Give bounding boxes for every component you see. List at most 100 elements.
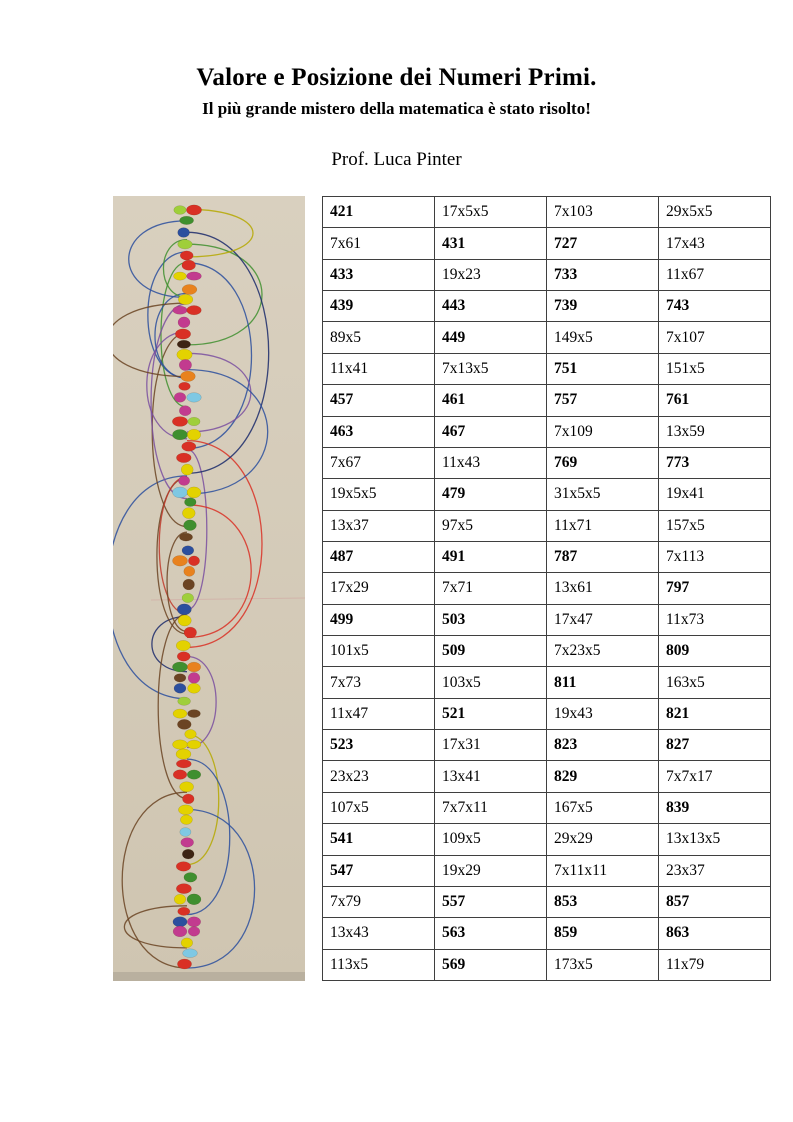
author-line: Prof. Luca Pinter [331, 149, 462, 170]
table-cell: 163x5 [658, 666, 771, 699]
table-cell: 19x41 [658, 478, 771, 511]
table-cell: 797 [658, 572, 771, 605]
table-cell: 23x37 [658, 854, 771, 887]
table-cell: 107x5 [322, 791, 435, 825]
table-cell: 503 [434, 603, 547, 637]
table-row: 11x41 7x13x5 751 151x5 [322, 352, 771, 386]
table-cell: 7x11x11 [546, 854, 659, 887]
table-cell: 463 [322, 415, 435, 448]
table-row: 523 17x31 823 827 [322, 729, 771, 762]
table-cell: 29x29 [546, 823, 659, 856]
table-cell: 521 [434, 697, 547, 731]
table-row: 13x43 563 859 863 [322, 917, 771, 950]
table-row: 101x5 509 7x23x5 809 [322, 635, 771, 668]
table-row: 487 491 787 7x113 [322, 540, 771, 574]
table-row: 7x67 11x43 769 773 [322, 446, 771, 480]
table-cell: 103x5 [434, 666, 547, 699]
table-cell: 19x23 [434, 258, 547, 292]
table-cell: 11x41 [322, 352, 435, 386]
table-cell: 7x71 [434, 572, 547, 605]
table-cell: 7x7x11 [434, 791, 547, 825]
table-row: 11x47 521 19x43 821 [322, 697, 771, 731]
bead-artwork-photo [113, 196, 305, 981]
table-cell: 839 [658, 791, 771, 825]
table-cell: 19x29 [434, 854, 547, 887]
table-row: 421 17x5x5 7x103 29x5x5 [322, 195, 771, 229]
table-cell: 7x7x17 [658, 760, 771, 793]
table-cell: 7x61 [322, 227, 435, 260]
table-cell: 19x43 [546, 697, 659, 731]
table-row: 107x5 7x7x11 167x5 839 [322, 791, 771, 825]
table-cell: 761 [658, 384, 771, 417]
table-cell: 29x5x5 [658, 195, 771, 229]
table-cell: 443 [434, 290, 547, 323]
table-cell: 457 [322, 384, 435, 417]
table-cell: 811 [546, 666, 659, 699]
table-cell: 17x5x5 [434, 195, 547, 229]
table-cell: 563 [434, 917, 547, 950]
table-cell: 827 [658, 729, 771, 762]
document-header: Valore e Posizione dei Numeri Primi. Il … [0, 0, 793, 171]
table-cell: 769 [546, 446, 659, 480]
table-row: 7x73 103x5 811 163x5 [322, 666, 771, 699]
table-cell: 11x79 [658, 948, 771, 982]
table-row: 13x37 97x5 11x71 157x5 [322, 509, 771, 542]
table-row: 17x29 7x71 13x61 797 [322, 572, 771, 605]
table-cell: 89x5 [322, 321, 435, 354]
table-cell: 823 [546, 729, 659, 762]
table-cell: 509 [434, 635, 547, 668]
table-cell: 431 [434, 227, 547, 260]
table-row: 547 19x29 7x11x11 23x37 [322, 854, 771, 887]
table-cell: 467 [434, 415, 547, 448]
table-row: 7x61 431 727 17x43 [322, 227, 771, 260]
table-cell: 733 [546, 258, 659, 292]
table-row: 89x5 449 149x5 7x107 [322, 321, 771, 354]
table-cell: 7x107 [658, 321, 771, 354]
table-cell: 7x67 [322, 446, 435, 480]
table-cell: 787 [546, 540, 659, 574]
table-row: 19x5x5 479 31x5x5 19x41 [322, 478, 771, 511]
table-cell: 439 [322, 290, 435, 323]
table-cell: 743 [658, 290, 771, 323]
table-cell: 11x47 [322, 697, 435, 731]
table-cell: 19x5x5 [322, 478, 435, 511]
table-cell: 13x13x5 [658, 823, 771, 856]
table-cell: 757 [546, 384, 659, 417]
table-cell: 97x5 [434, 509, 547, 542]
table-cell: 157x5 [658, 509, 771, 542]
table-cell: 487 [322, 540, 435, 574]
table-cell: 11x67 [658, 258, 771, 292]
table-cell: 13x37 [322, 509, 435, 542]
table-cell: 569 [434, 948, 547, 982]
bead-artwork-svg [113, 196, 305, 981]
table-cell: 421 [322, 195, 435, 229]
table-cell: 523 [322, 729, 435, 762]
table-cell: 829 [546, 760, 659, 793]
table-cell: 857 [658, 885, 771, 919]
table-cell: 149x5 [546, 321, 659, 354]
table-cell: 7x109 [546, 415, 659, 448]
table-cell: 7x79 [322, 885, 435, 919]
table-cell: 859 [546, 917, 659, 950]
page-subtitle: Il più grande mistero della matematica è… [202, 99, 591, 118]
page-title: Valore e Posizione dei Numeri Primi. [196, 64, 597, 91]
table-cell: 13x41 [434, 760, 547, 793]
table-cell: 773 [658, 446, 771, 480]
table-cell: 17x31 [434, 729, 547, 762]
table-cell: 557 [434, 885, 547, 919]
table-cell: 151x5 [658, 352, 771, 386]
table-cell: 7x73 [322, 666, 435, 699]
table-cell: 13x61 [546, 572, 659, 605]
table-cell: 13x43 [322, 917, 435, 950]
table-cell: 739 [546, 290, 659, 323]
table-row: 439 443 739 743 [322, 290, 771, 323]
table-cell: 11x73 [658, 603, 771, 637]
table-cell: 863 [658, 917, 771, 950]
table-cell: 7x113 [658, 540, 771, 574]
table-row: 499 503 17x47 11x73 [322, 603, 771, 637]
table-cell: 7x103 [546, 195, 659, 229]
factor-table-body: 421 17x5x5 7x103 29x5x5 7x61 431 727 17x43 433 19… [322, 195, 771, 982]
table-cell: 7x13x5 [434, 352, 547, 386]
table-row: 463 467 7x109 13x59 [322, 415, 771, 448]
